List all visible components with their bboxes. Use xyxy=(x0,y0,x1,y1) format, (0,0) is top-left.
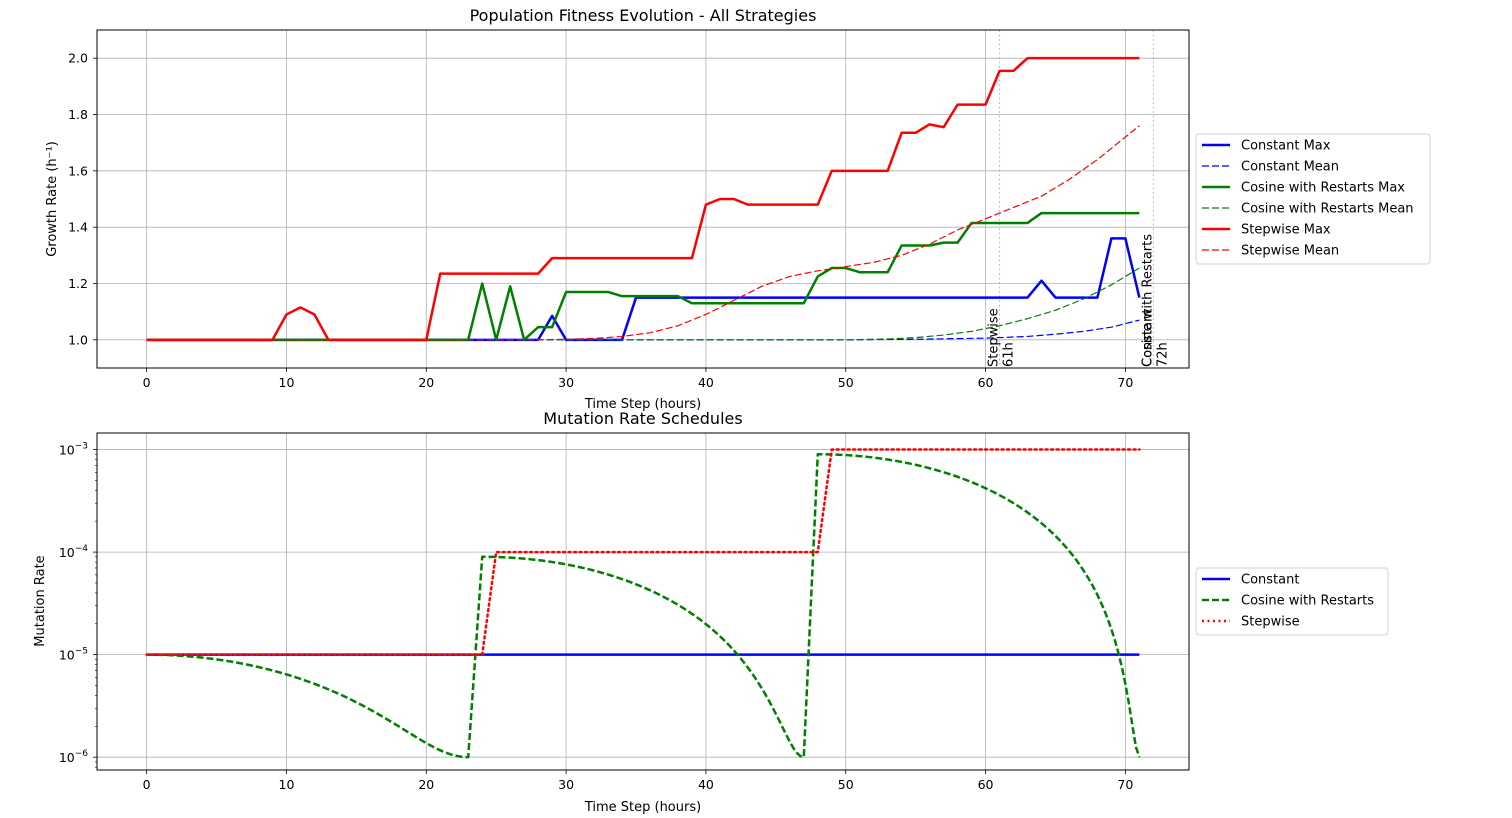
series-line-stepwise-mean xyxy=(146,125,1140,341)
x-tick-label: 40 xyxy=(698,777,714,792)
legend-label: Cosine with Restarts Mean xyxy=(1241,202,1414,217)
series-line-stepwise-max xyxy=(146,56,1140,342)
legend-label: Constant Mean xyxy=(1241,160,1339,175)
mutation-series xyxy=(145,448,1141,759)
y-tick-label: 1.8 xyxy=(68,107,88,122)
x-tick-label: 70 xyxy=(1117,375,1133,390)
mutation-legend: Constant Cosine with Restarts Stepwise xyxy=(1195,567,1389,636)
series-line-cosine-with-restarts xyxy=(146,452,1141,759)
x-tick-label: 30 xyxy=(558,777,574,792)
x-tick-label: 10 xyxy=(279,375,295,390)
legend-label: Stepwise Max xyxy=(1241,223,1331,238)
y-tick-label: 1.4 xyxy=(68,220,88,235)
fitness-ticks: 0 10 20 30 40 50 60 70 1.0 1.2 1.4 1.6 1.8 2.0 xyxy=(68,51,1133,390)
x-tick-label: 20 xyxy=(418,375,434,390)
vertical-marker-label: Stepwise61h xyxy=(987,308,1017,367)
legend-label: Cosine with Restarts xyxy=(1241,594,1374,609)
fitness-grid xyxy=(97,30,1189,368)
mutation-plot-frame xyxy=(96,432,1190,771)
mutation-x-axis-label: Time Step (hours) xyxy=(584,800,701,815)
x-tick-label: 10 xyxy=(279,777,295,792)
fitness-series xyxy=(146,56,1141,342)
vertical-marker-label: Cosine with Restarts72h xyxy=(1140,234,1170,367)
x-tick-label: 50 xyxy=(838,777,854,792)
series-line-constant-max xyxy=(146,237,1141,342)
x-tick-label: 50 xyxy=(838,375,854,390)
fitness-vlines: Stepwise61h Cosine with Restarts72hConsta… xyxy=(987,30,1170,368)
series-line-cosine-with-restarts-mean xyxy=(146,267,1140,341)
mutation-chart-title: Mutation Rate Schedules xyxy=(543,409,742,428)
mutation-panel: Mutation Rate Schedules Time Step (hours… xyxy=(33,409,1389,815)
y-tick-label: 10−5 xyxy=(59,647,88,663)
y-tick-label: 10−6 xyxy=(59,749,88,765)
x-tick-label: 40 xyxy=(698,375,714,390)
series-line-cosine-with-restarts-max xyxy=(146,211,1140,342)
x-tick-label: 20 xyxy=(418,777,434,792)
x-tick-label: 0 xyxy=(143,777,151,792)
y-tick-label: 2.0 xyxy=(68,51,88,66)
x-tick-label: 30 xyxy=(558,375,574,390)
mutation-grid xyxy=(97,433,1189,770)
legend-label: Stepwise xyxy=(1241,615,1300,630)
series-line-stepwise xyxy=(145,448,1141,656)
x-tick-label: 0 xyxy=(143,375,151,390)
mutation-ticks: 0 10 20 30 40 50 60 70 10−6 10−5 10−4 10−3 xyxy=(59,442,1134,792)
y-tick-label: 1.6 xyxy=(68,163,88,178)
legend-label: Constant Max xyxy=(1241,139,1331,154)
fitness-chart-title: Population Fitness Evolution - All Strat… xyxy=(470,6,817,25)
y-tick-label: 10−4 xyxy=(59,544,88,560)
vertical-marker-label-overlap: Constant xyxy=(1140,309,1155,367)
legend-box xyxy=(1195,133,1431,265)
x-tick-label: 60 xyxy=(978,777,994,792)
mutation-y-axis-label: Mutation Rate xyxy=(33,555,48,646)
y-tick-label: 10−3 xyxy=(59,442,88,458)
legend-label: Constant xyxy=(1241,573,1299,588)
legend-label: Cosine with Restarts Max xyxy=(1241,181,1405,196)
legend-label: Stepwise Mean xyxy=(1241,244,1339,259)
x-tick-label: 60 xyxy=(978,375,994,390)
fitness-legend: Constant Max Constant Mean Cosine with Res… xyxy=(1195,133,1431,265)
fitness-y-axis-label: Growth Rate (h⁻¹) xyxy=(45,141,60,257)
fitness-plot-frame xyxy=(96,29,1190,369)
fitness-panel: Population Fitness Evolution - All Strat… xyxy=(45,6,1431,412)
legend-box xyxy=(1195,567,1389,636)
fitness-x-axis-label: Time Step (hours) xyxy=(584,397,701,412)
y-tick-label: 1.2 xyxy=(68,276,88,291)
y-tick-label: 1.0 xyxy=(68,332,88,347)
x-tick-label: 70 xyxy=(1117,777,1133,792)
